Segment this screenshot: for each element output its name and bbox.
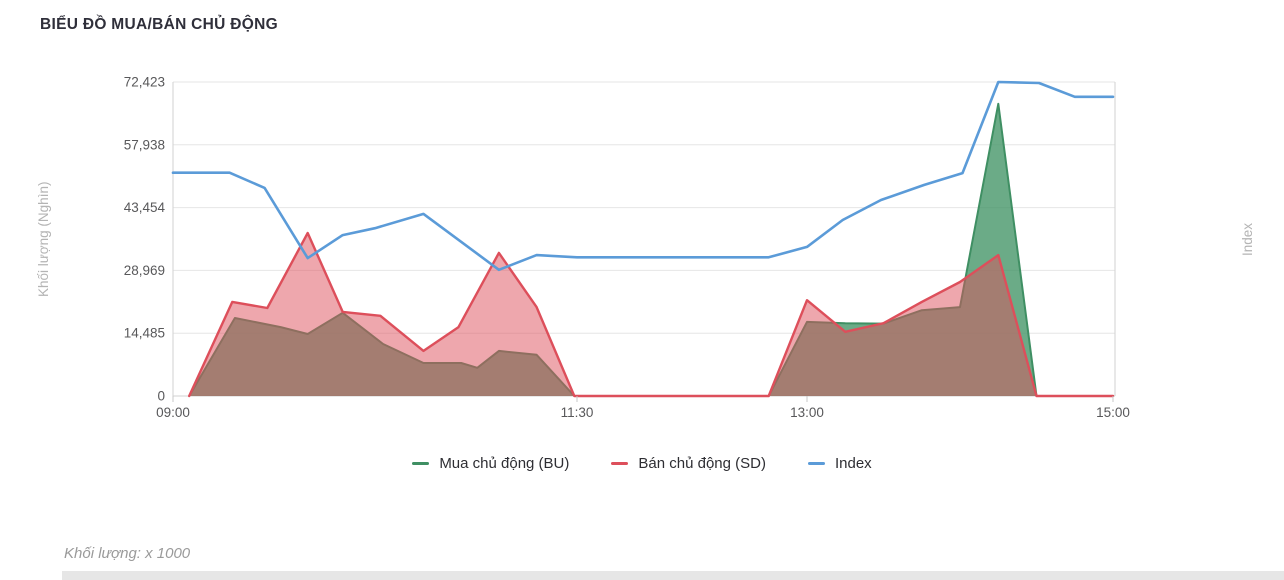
horizontal-scrollbar[interactable] bbox=[62, 571, 1284, 580]
legend-item-index[interactable]: Index bbox=[807, 455, 872, 472]
x-tick-label: 15:00 bbox=[1096, 405, 1130, 420]
x-tick-label: 09:00 bbox=[156, 405, 190, 420]
series-area-sd bbox=[189, 233, 1113, 396]
index-series-marker-icon bbox=[807, 462, 825, 465]
x-tick-label: 11:30 bbox=[561, 405, 594, 420]
legend-label-index: Index bbox=[834, 455, 872, 472]
y-tick-label: 43,454 bbox=[124, 200, 166, 215]
y-axis-title: Khối lượng (Nghìn) bbox=[36, 181, 51, 297]
legend-label-bu: Mua chủ động (BU) bbox=[439, 455, 570, 472]
y-tick-label: 72,423 bbox=[124, 75, 165, 90]
y-tick-label: 28,969 bbox=[124, 263, 165, 278]
footer-note: Khối lượng: x 1000 bbox=[64, 545, 191, 562]
legend-label-sd: Bán chủ động (SD) bbox=[638, 455, 766, 472]
series-line-sd bbox=[188, 231, 1115, 398]
bu-series-marker-icon bbox=[412, 462, 430, 465]
y-tick-label: 0 bbox=[157, 389, 165, 404]
right-axis-title: Index bbox=[1240, 222, 1255, 256]
y-tick-label: 57,938 bbox=[124, 137, 165, 152]
series-line-index bbox=[171, 80, 1115, 272]
legend: Mua chủ động (BU) Bán chủ động (SD) Inde… bbox=[0, 455, 1284, 472]
chart-title: BIỂU ĐỒ MUA/BÁN CHỦ ĐỘNG bbox=[40, 16, 278, 33]
sd-series-marker-icon bbox=[611, 462, 629, 465]
y-tick-label: 14,485 bbox=[124, 326, 165, 341]
legend-item-sd[interactable]: Bán chủ động (SD) bbox=[611, 455, 766, 472]
legend-item-bu[interactable]: Mua chủ động (BU) bbox=[412, 455, 569, 472]
x-tick-label: 13:00 bbox=[790, 405, 824, 420]
